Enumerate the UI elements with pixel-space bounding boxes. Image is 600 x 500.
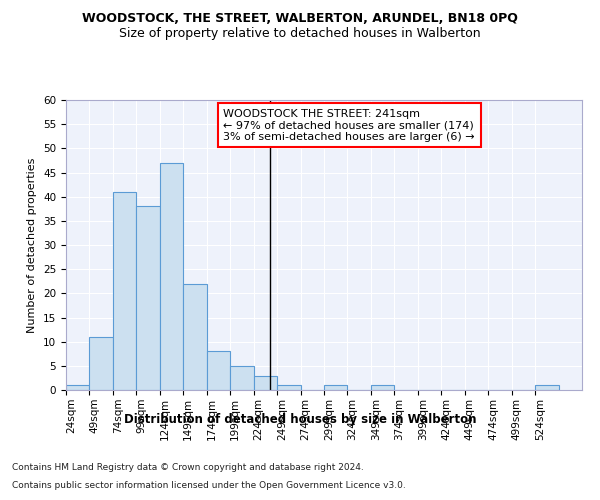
Bar [277, 385, 301, 390]
Y-axis label: Number of detached properties: Number of detached properties [28, 158, 37, 332]
Text: Distribution of detached houses by size in Walberton: Distribution of detached houses by size … [124, 412, 476, 426]
Bar [136, 206, 160, 390]
Bar [535, 385, 559, 390]
Text: WOODSTOCK THE STREET: 241sqm
← 97% of detached houses are smaller (174)
3% of se: WOODSTOCK THE STREET: 241sqm ← 97% of de… [223, 108, 475, 142]
Bar [371, 385, 394, 390]
Text: WOODSTOCK, THE STREET, WALBERTON, ARUNDEL, BN18 0PQ: WOODSTOCK, THE STREET, WALBERTON, ARUNDE… [82, 12, 518, 26]
Bar [207, 352, 230, 390]
Bar [324, 385, 347, 390]
Bar [254, 376, 277, 390]
Bar [113, 192, 136, 390]
Text: Contains public sector information licensed under the Open Government Licence v3: Contains public sector information licen… [12, 481, 406, 490]
Bar [89, 337, 113, 390]
Text: Contains HM Land Registry data © Crown copyright and database right 2024.: Contains HM Land Registry data © Crown c… [12, 464, 364, 472]
Text: Size of property relative to detached houses in Walberton: Size of property relative to detached ho… [119, 28, 481, 40]
Bar [66, 385, 89, 390]
Bar [183, 284, 207, 390]
Bar [160, 163, 183, 390]
Bar [230, 366, 254, 390]
